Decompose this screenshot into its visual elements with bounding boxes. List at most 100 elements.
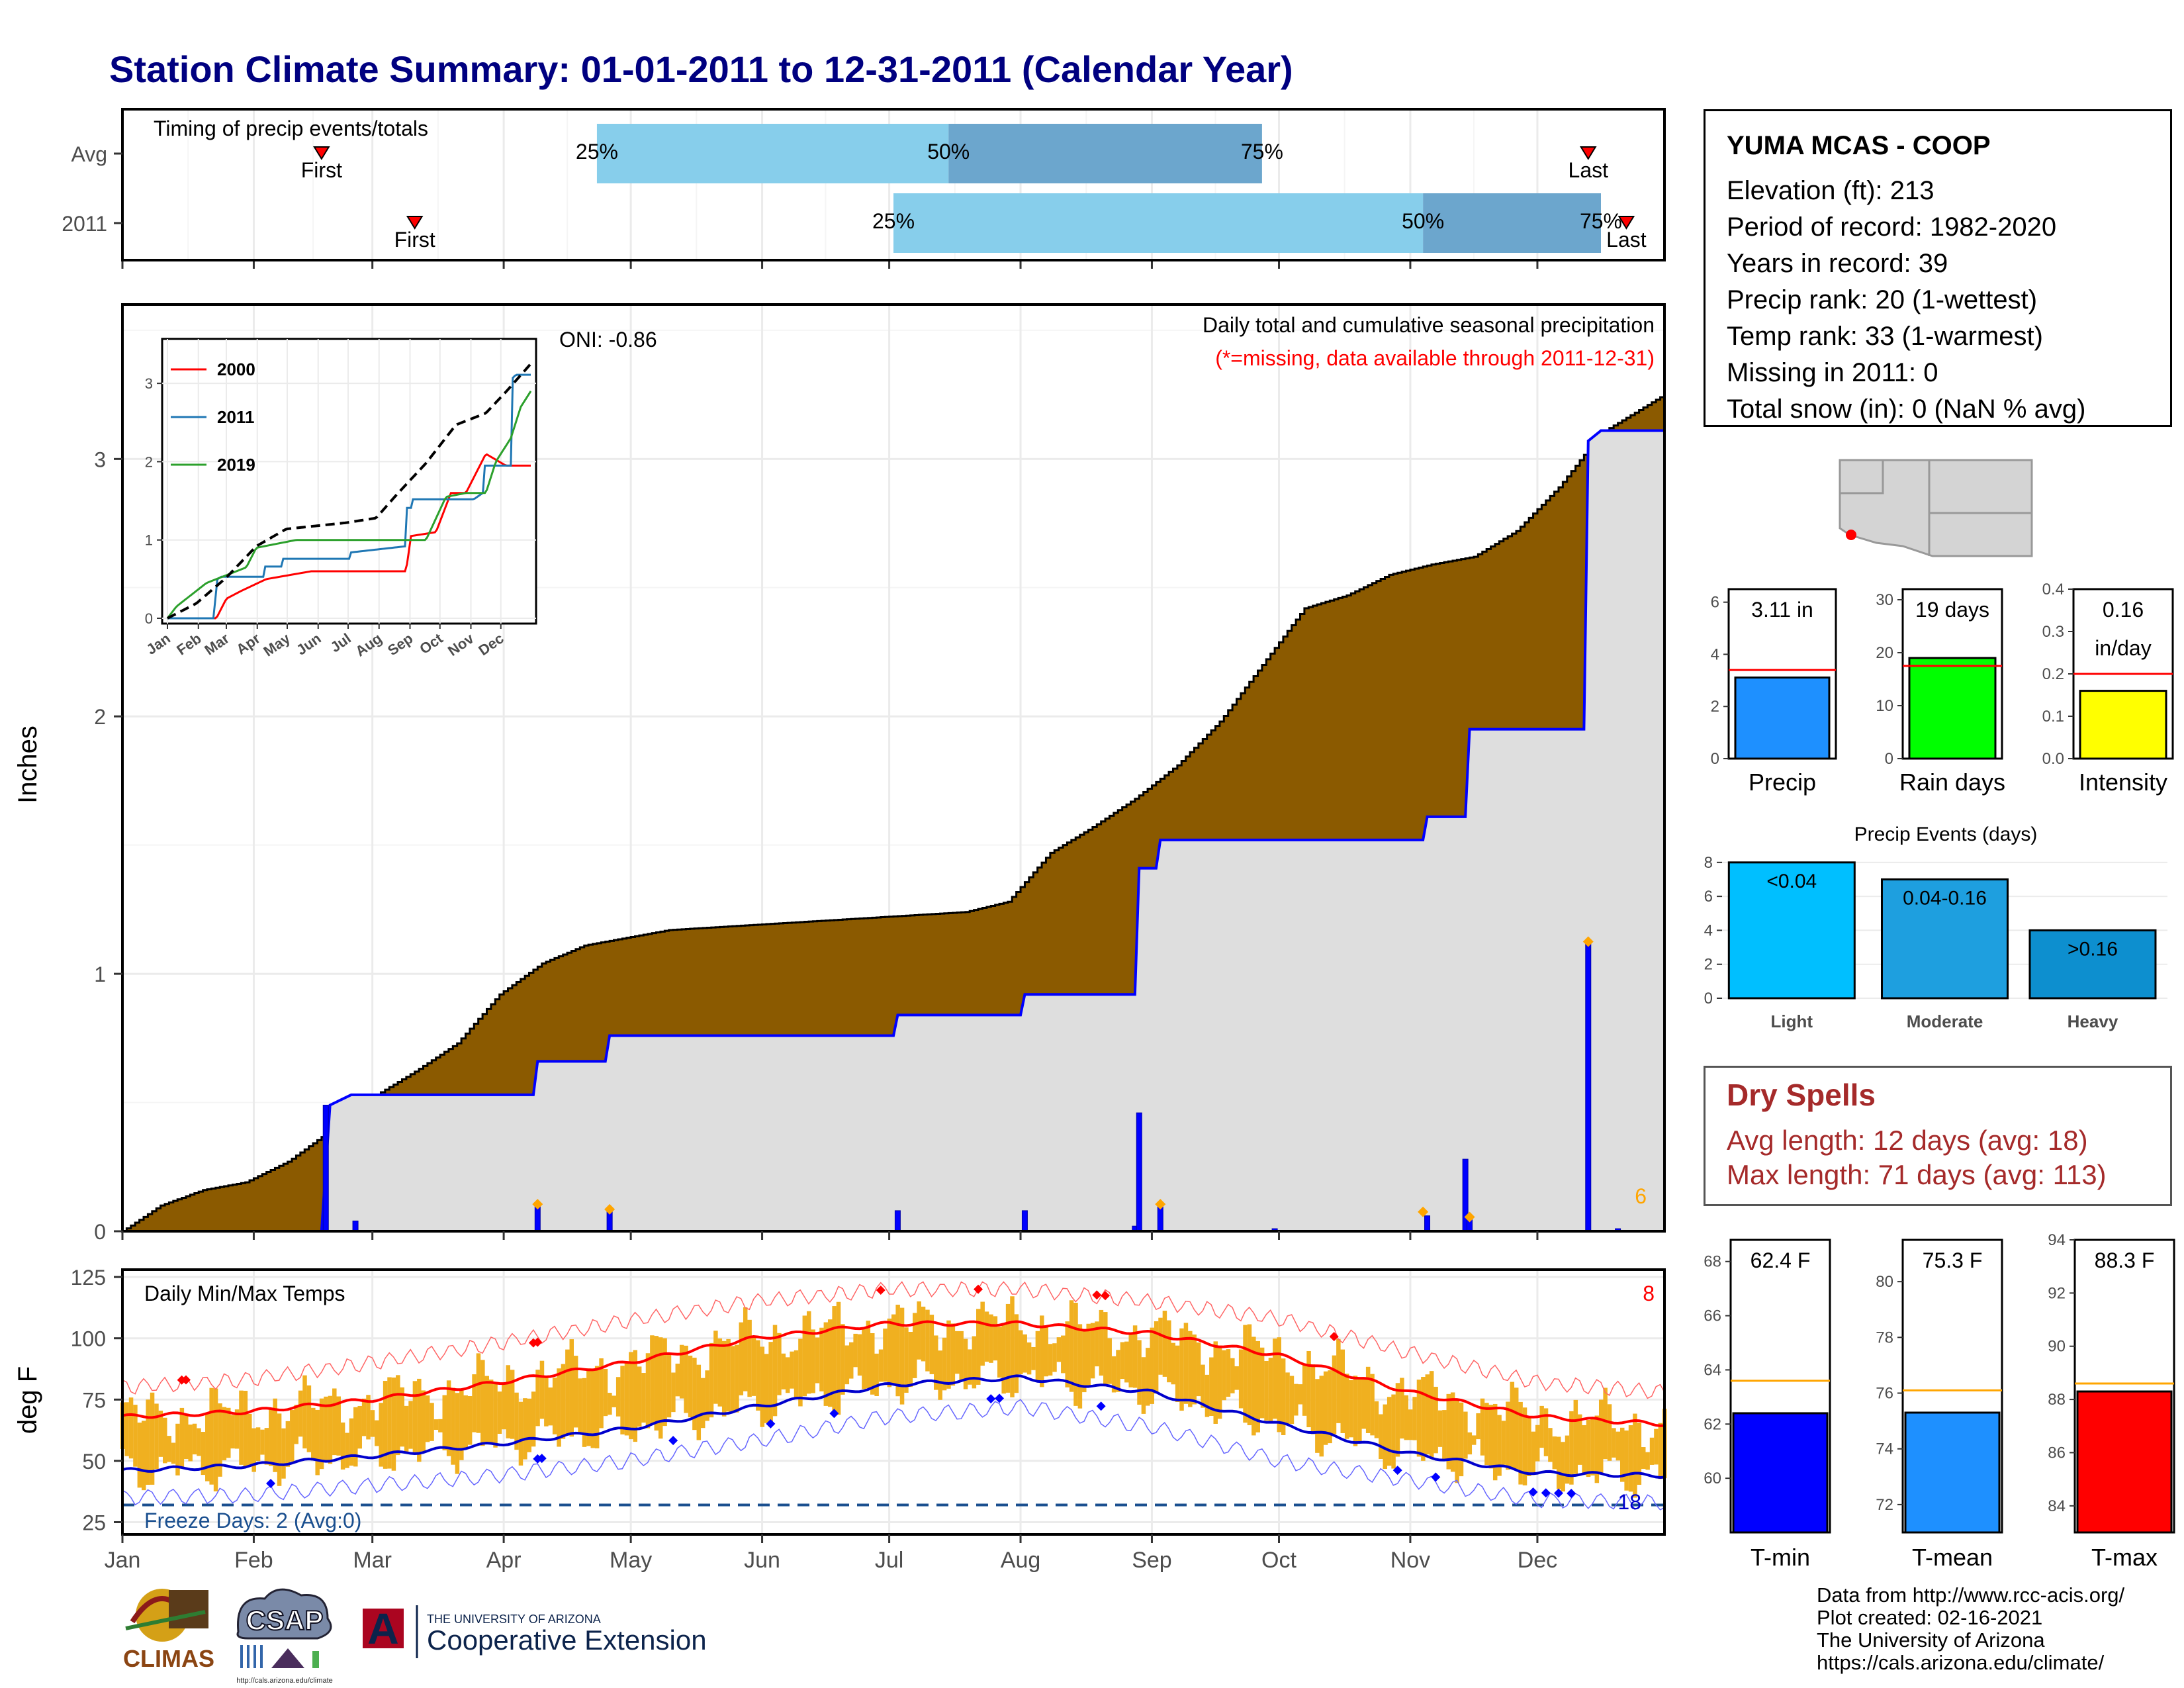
daily-temp-bar (1048, 1344, 1053, 1376)
hot-day-marker (181, 1375, 191, 1385)
daily-temp-bar (184, 1415, 189, 1460)
cold-day-marker (668, 1436, 678, 1446)
daily-precip-bar (322, 1104, 329, 1232)
daily-temp-bar (1069, 1300, 1074, 1392)
annual-temp-bars: 60 62 64 66 68 62.4 F T-min 72 74 76 78 80 75.3 F T-m… (1704, 1231, 2175, 1571)
daily-temp-bar (1365, 1366, 1371, 1433)
daily-temp-bar (404, 1405, 409, 1453)
daily-temp-bar (1628, 1425, 1633, 1492)
daily-temp-bar (1310, 1364, 1316, 1434)
daily-temp-bar (1488, 1405, 1494, 1469)
temp-panel-label: Daily Min/Max Temps (144, 1282, 345, 1305)
daily-temp-bar (277, 1413, 282, 1486)
daily-temp-bar (857, 1334, 862, 1376)
daily-temp-bar (523, 1398, 527, 1460)
daily-temp-bar (811, 1329, 815, 1393)
daily-temp-bar (777, 1333, 782, 1395)
daily-temp-bar (1073, 1303, 1078, 1406)
daily-temp-bar (349, 1418, 354, 1466)
daily-temp-bar (662, 1338, 667, 1427)
daily-precip-bar (1424, 1215, 1431, 1232)
mini-y-tick: 90 (2048, 1338, 2066, 1356)
mini-y-tick: 86 (2048, 1444, 2066, 1462)
daily-temp-bar (1340, 1349, 1345, 1433)
cold-day-marker (1567, 1489, 1576, 1499)
cold-day-marker (1528, 1487, 1538, 1497)
daily-temp-bar (942, 1337, 947, 1391)
daily-temp-bar (790, 1351, 794, 1389)
daily-temp-bar (1565, 1435, 1570, 1484)
daily-temp-bar (1162, 1311, 1167, 1377)
credit-plot-date: Plot created: 02-16-2021 (1817, 1606, 2043, 1629)
daily-temp-bar (1095, 1321, 1099, 1367)
daily-temp-bar (353, 1407, 358, 1467)
daily-temp-bar (1175, 1345, 1180, 1402)
daily-temp-bar (361, 1398, 367, 1436)
daily-temp-bar (895, 1304, 900, 1397)
record-tmax-line (122, 1281, 1665, 1399)
daily-temp-bar (175, 1423, 180, 1476)
timing-bar-q25-q50 (893, 193, 1424, 253)
precip-y-tick: 0 (94, 1220, 106, 1244)
daily-temp-bar (1259, 1347, 1265, 1419)
daily-temp-bar (1548, 1428, 1553, 1462)
month-tick: Jun (744, 1548, 780, 1573)
event-bar-label: Heavy (2068, 1011, 2118, 1031)
daily-temp-bar (557, 1368, 561, 1447)
daily-temp-bar (412, 1381, 418, 1452)
daily-temp-bar (506, 1365, 510, 1438)
daily-temp-bar (163, 1417, 167, 1464)
inset-line-2000 (167, 453, 531, 620)
daily-precip-bar (1585, 942, 1592, 1232)
month-tick: Jul (875, 1548, 903, 1573)
daily-temp-bar (375, 1420, 379, 1446)
timing-p50-label: 50% (927, 140, 970, 164)
timing-marker (1617, 216, 1635, 230)
daily-temp-bar (1552, 1436, 1557, 1470)
daily-temp-bar (980, 1301, 985, 1366)
credit-data-source: Data from http://www.rcc-acis.org/ (1817, 1583, 2125, 1607)
daily-temp-bar (1531, 1431, 1536, 1476)
mini-rain-days: 0 10 20 30 19 days Rain days (1876, 588, 2005, 796)
daily-temp-bar (446, 1380, 451, 1456)
daily-temp-bar (290, 1410, 295, 1462)
inset-y-tick: 2 (145, 453, 153, 470)
daily-temp-bar (1146, 1348, 1150, 1406)
mini-bar-value-text: 19 days (1915, 598, 1989, 622)
daily-temp-bar (815, 1337, 820, 1383)
daily-temp-bar (721, 1340, 727, 1417)
daily-temp-bar (1264, 1360, 1269, 1421)
event-bar-moderate (1881, 878, 2009, 1000)
daily-temp-bar (637, 1366, 642, 1427)
mini-y-tick: 20 (1876, 644, 1893, 662)
daily-temp-bar (1302, 1364, 1307, 1416)
daily-temp-bar (1111, 1356, 1116, 1393)
daily-temp-bar (671, 1372, 676, 1413)
csap-wordmark: CSAP (246, 1605, 324, 1636)
hot-day-marker (533, 1337, 543, 1347)
daily-temp-bar (1637, 1423, 1642, 1485)
daily-temp-bar (696, 1364, 702, 1440)
station-period: Period of record: 1982-2020 (1727, 212, 2057, 242)
mini-y-tick: 64 (1704, 1361, 1721, 1379)
daily-temp-bar (396, 1375, 400, 1456)
daily-temp-bar (561, 1364, 566, 1439)
daily-temp-bar (332, 1388, 337, 1456)
daily-temp-bar (1132, 1325, 1138, 1388)
daily-temp-bar (972, 1336, 977, 1389)
daily-temp-bar (684, 1345, 688, 1413)
daily-temp-bar (1171, 1342, 1175, 1385)
daily-temp-bar (709, 1342, 714, 1418)
daily-temp-bar (226, 1407, 231, 1458)
daily-temp-bar (142, 1421, 146, 1491)
daily-temp-bar (438, 1419, 443, 1432)
mini-y-tick: 88 (2048, 1391, 2066, 1409)
precip-missing-note: (*=missing, data available through 2011-… (1215, 346, 1655, 370)
timing-marker-label: Last (1606, 228, 1647, 252)
daily-temp-bar (1332, 1355, 1337, 1434)
events-y-tick: 0 (1704, 990, 1713, 1008)
month-tick: Sep (1132, 1548, 1172, 1573)
daily-temp-bar (336, 1396, 341, 1456)
daily-temp-bar (578, 1378, 582, 1432)
timing-p25-label: 25% (576, 140, 618, 164)
